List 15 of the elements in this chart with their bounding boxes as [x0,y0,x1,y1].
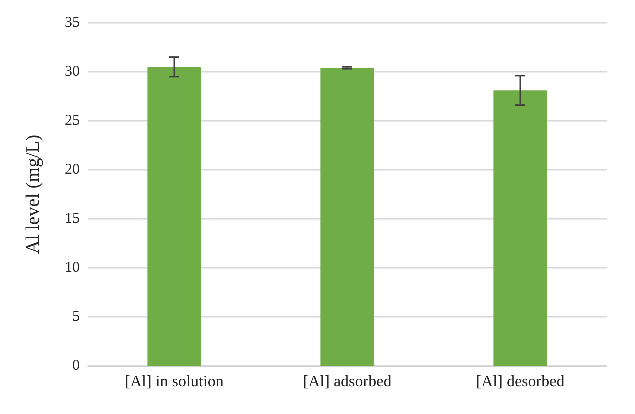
x-tick-label: [Al] adsorbed [303,374,392,390]
x-tick-label: [Al] in solution [125,374,224,390]
y-tick-label: 10 [65,260,80,276]
y-tick-label: 20 [65,162,80,178]
x-tick-label: [Al] desorbed [476,374,565,390]
bar [148,67,202,366]
y-tick-label: 0 [72,358,80,374]
bar [320,68,374,366]
y-axis-title: Al level (mg/L) [23,134,44,254]
y-tick-label: 25 [65,113,80,129]
y-tick-label: 35 [65,15,80,31]
bar [494,90,548,366]
y-tick-label: 5 [72,309,80,325]
y-tick-label: 30 [65,64,80,80]
y-tick-label: 15 [65,211,80,227]
